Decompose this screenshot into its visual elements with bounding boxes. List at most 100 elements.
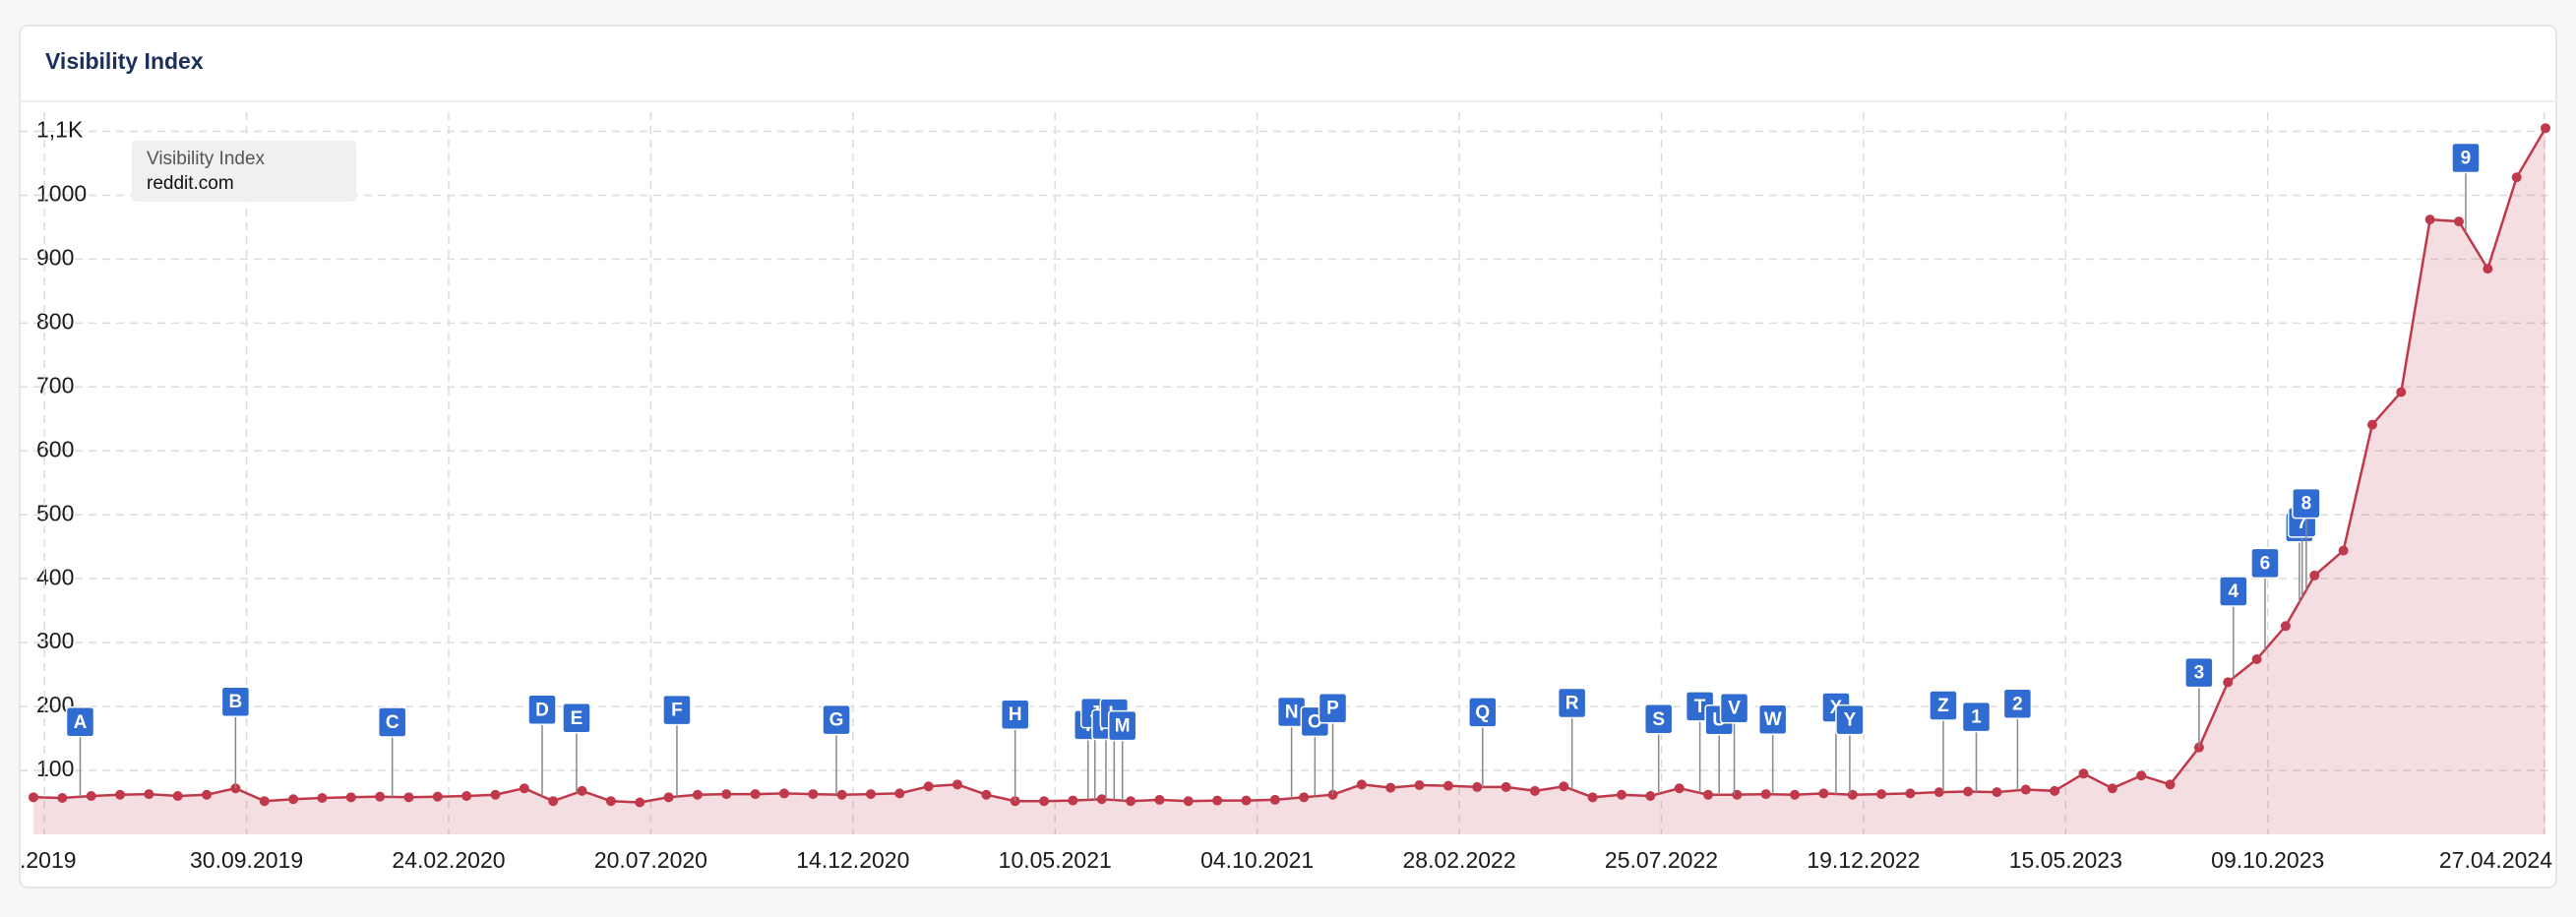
point bbox=[403, 792, 414, 803]
point bbox=[1212, 795, 1223, 806]
point bbox=[692, 789, 703, 800]
point bbox=[2453, 216, 2464, 227]
x-tick-label: 27.04.2024 bbox=[2439, 847, 2552, 873]
annotation-label: P bbox=[1326, 699, 1339, 719]
point bbox=[1818, 788, 1829, 799]
point bbox=[2280, 621, 2291, 632]
annotation-label: S bbox=[1652, 709, 1665, 730]
annotation-flag bbox=[2219, 576, 2248, 607]
point bbox=[865, 789, 876, 800]
line bbox=[32, 127, 2547, 804]
card bbox=[19, 25, 2557, 888]
point bbox=[750, 789, 761, 800]
point bbox=[1096, 794, 1107, 805]
point bbox=[2396, 387, 2407, 397]
annotation-label: Q bbox=[1475, 703, 1490, 723]
annotation-label: 7 bbox=[2297, 513, 2307, 533]
point bbox=[2338, 545, 2349, 556]
annotation-flag bbox=[1643, 703, 1674, 735]
annotation-flag bbox=[2002, 688, 2033, 720]
point bbox=[86, 791, 96, 802]
point bbox=[2136, 770, 2147, 781]
annotation-label: N bbox=[1285, 702, 1299, 722]
point bbox=[2251, 654, 2262, 665]
annotation-label: T bbox=[1694, 697, 1706, 717]
point bbox=[57, 792, 68, 803]
point bbox=[663, 792, 674, 803]
point bbox=[2165, 779, 2176, 790]
annotation-label: F bbox=[671, 701, 683, 721]
point bbox=[1963, 786, 1974, 797]
annotation-flag bbox=[1835, 703, 1865, 736]
annotation-flag bbox=[2292, 487, 2321, 520]
point bbox=[2366, 419, 2377, 430]
point bbox=[1645, 791, 1656, 802]
point bbox=[1703, 789, 1713, 800]
annotation-flag bbox=[562, 703, 591, 734]
y-tick-label: 400 bbox=[36, 564, 74, 589]
plot: 10020030040050060070080090010001,1K.2019… bbox=[20, 112, 2552, 873]
annotation-label: C bbox=[386, 712, 399, 733]
point bbox=[778, 788, 789, 799]
annotation-flag bbox=[1961, 701, 1992, 733]
point bbox=[1269, 794, 1280, 805]
point bbox=[1559, 781, 1569, 792]
point bbox=[635, 797, 645, 808]
point bbox=[808, 789, 819, 800]
point bbox=[923, 781, 934, 792]
annotation-flag bbox=[662, 694, 692, 726]
annotation-label: M bbox=[1115, 716, 1131, 737]
point bbox=[577, 785, 587, 796]
point bbox=[2050, 785, 2060, 796]
annotation-flag bbox=[822, 703, 851, 736]
point bbox=[1126, 796, 1136, 807]
annotation-label: 8 bbox=[2301, 494, 2312, 515]
point bbox=[1039, 796, 1050, 807]
point bbox=[1905, 788, 1916, 799]
point bbox=[981, 789, 992, 800]
annotation-label: Y bbox=[1844, 710, 1857, 731]
x-tick-label: 28.02.2022 bbox=[1403, 847, 1516, 873]
point bbox=[1299, 792, 1310, 803]
annotation-label: 3 bbox=[2194, 663, 2205, 684]
point bbox=[144, 789, 154, 800]
point bbox=[2309, 570, 2320, 581]
annotation-label: G bbox=[829, 710, 844, 731]
annotation-label: E bbox=[571, 708, 583, 729]
area bbox=[33, 128, 2545, 834]
point bbox=[2424, 214, 2435, 225]
point bbox=[2483, 264, 2493, 275]
point bbox=[1876, 789, 1887, 800]
point bbox=[490, 789, 501, 800]
annotation-label: 6 bbox=[2260, 553, 2271, 574]
point bbox=[836, 789, 847, 800]
annotation-flag bbox=[1107, 709, 1137, 742]
point bbox=[1356, 779, 1367, 790]
point bbox=[1933, 787, 1944, 798]
point bbox=[345, 792, 356, 803]
point bbox=[2020, 784, 2031, 795]
point bbox=[202, 789, 213, 800]
x-tick-label: 19.12.2022 bbox=[1807, 847, 1920, 873]
y-tick-label: 700 bbox=[36, 372, 74, 397]
point bbox=[2511, 172, 2522, 183]
x-tick-label: 10.05.2021 bbox=[999, 847, 1112, 873]
point bbox=[2541, 123, 2551, 134]
annotation-flag bbox=[1557, 687, 1587, 719]
point bbox=[1442, 780, 1453, 791]
annotation-label: D bbox=[535, 700, 549, 720]
annotation-label: B bbox=[229, 692, 243, 712]
point bbox=[605, 796, 616, 807]
point bbox=[288, 794, 299, 805]
point bbox=[1472, 781, 1483, 792]
legend-entry: reddit.com bbox=[147, 173, 234, 194]
annotation-flag bbox=[1000, 699, 1030, 730]
point bbox=[259, 796, 270, 807]
point bbox=[721, 789, 732, 800]
point bbox=[519, 783, 529, 794]
point bbox=[461, 791, 472, 802]
annotation-label: 1 bbox=[1971, 707, 1982, 728]
y-tick-label: 300 bbox=[36, 628, 74, 653]
point bbox=[172, 791, 183, 802]
